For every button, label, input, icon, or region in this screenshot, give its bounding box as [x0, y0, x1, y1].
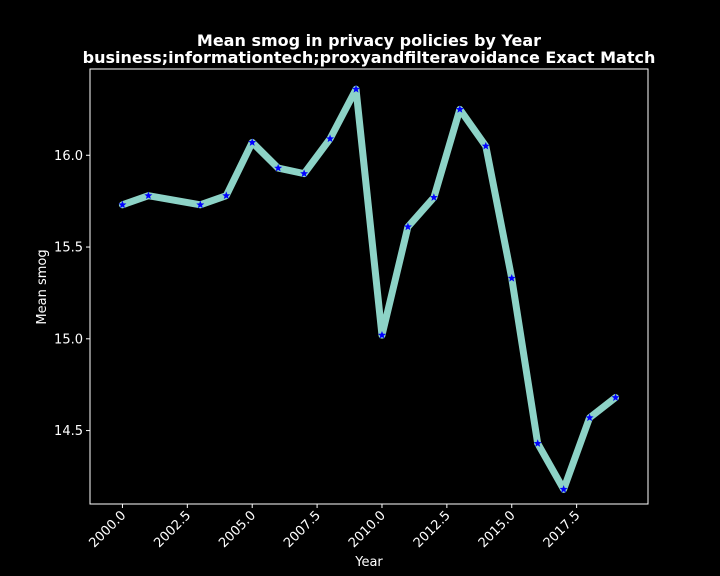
- chart-title-line2: business;informationtech;proxyandfiltera…: [83, 48, 656, 67]
- y-tick-label: 15.0: [54, 332, 83, 347]
- data-point-marker: [559, 485, 568, 493]
- y-tick-label: 16.0: [54, 149, 83, 164]
- data-point-marker: [507, 274, 516, 282]
- chart-title-line1: Mean smog in privacy policies by Year: [197, 31, 541, 50]
- data-point-marker: [585, 413, 594, 422]
- data-point-marker: [274, 163, 283, 172]
- series-markers: [118, 84, 620, 493]
- plot-area-frame: [89, 68, 649, 505]
- data-point-marker: [377, 330, 386, 339]
- data-point-marker: [611, 393, 620, 401]
- data-point-marker: [118, 200, 127, 209]
- data-point-marker: [300, 169, 309, 178]
- y-tick-label: 14.5: [54, 424, 83, 439]
- data-point-marker: [481, 141, 490, 150]
- y-axis: 14.5 15.0 15.5 16.0: [54, 149, 90, 439]
- data-point-marker: [403, 222, 412, 231]
- data-point-marker: [326, 134, 335, 143]
- data-point-marker: [429, 193, 438, 201]
- data-point-marker: [222, 191, 231, 200]
- x-axis-label: Year: [354, 555, 383, 570]
- y-tick-label: 15.5: [54, 241, 83, 256]
- data-point-marker: [533, 439, 542, 447]
- y-axis-label: Mean smog: [35, 249, 50, 324]
- data-point-marker: [455, 105, 464, 113]
- data-point-marker: [352, 84, 361, 93]
- data-point-marker: [196, 200, 205, 209]
- data-point-marker: [144, 191, 153, 200]
- data-point-marker: [248, 138, 257, 146]
